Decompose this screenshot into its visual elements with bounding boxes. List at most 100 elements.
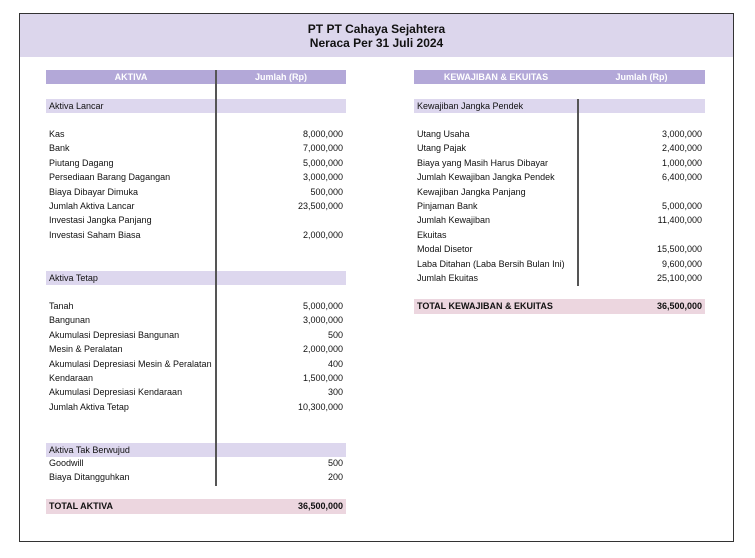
- item-label: Biaya Dibayar Dimuka: [49, 186, 139, 197]
- total-label: TOTAL KEWAJIBAN & EKUITAS: [417, 301, 553, 311]
- line-item-row: Akumulasi Depresiasi Kendaraan 300: [46, 385, 346, 399]
- section-title: Aktiva Lancar: [49, 101, 104, 111]
- item-label: Kewajiban Jangka Panjang: [417, 186, 526, 197]
- section-title: Aktiva Tetap: [49, 273, 98, 283]
- item-value: 5,000,000: [661, 201, 702, 211]
- item-label: Akumulasi Depresiasi Mesin & Peralatan: [49, 358, 212, 369]
- aktiva-column-divider: [215, 70, 217, 486]
- item-label: Investasi Saham Biasa: [49, 229, 141, 240]
- item-label: Jumlah Aktiva Lancar: [49, 201, 135, 211]
- item-value: 1,000,000: [661, 157, 702, 168]
- line-item-row: Bangunan 3,000,000: [46, 313, 346, 327]
- report-header: PT PT Cahaya Sejahtera Neraca Per 31 Jul…: [20, 14, 733, 57]
- line-item-row: Kas 8,000,000: [46, 127, 346, 141]
- item-label: Akumulasi Depresiasi Bangunan: [49, 329, 180, 340]
- item-value: 2,000,000: [302, 229, 343, 240]
- item-value: 3,000,000: [302, 172, 343, 183]
- item-label: Utang Pajak: [417, 143, 467, 154]
- balance-sheet-frame: PT PT Cahaya Sejahtera Neraca Per 31 Jul…: [19, 13, 734, 542]
- item-label: Persediaan Barang Dagangan: [49, 172, 171, 183]
- item-value: 3,000,000: [661, 129, 702, 139]
- line-item-row: Investasi Saham Biasa 2,000,000: [46, 228, 346, 242]
- company-name: PT PT Cahaya Sejahtera: [307, 22, 446, 36]
- item-label: Bank: [49, 143, 70, 154]
- line-item-row: Biaya yang Masih Harus Dibayar 1,000,000: [414, 156, 705, 170]
- item-label: Utang Usaha: [417, 129, 470, 139]
- jumlah-col-header: Jumlah (Rp): [254, 72, 307, 82]
- item-value: 500,000: [310, 186, 343, 197]
- item-value: 7,000,000: [302, 143, 343, 154]
- item-value: 3,000,000: [302, 315, 343, 326]
- item-label: Bangunan: [49, 315, 91, 326]
- item-value: 500: [327, 329, 343, 340]
- section-aktiva-tak-berwujud: Aktiva Tak Berwujud: [46, 443, 346, 458]
- line-item-row: Investasi Jangka Panjang: [46, 213, 346, 227]
- total-label: TOTAL AKTIVA: [49, 501, 113, 511]
- item-label: Jumlah Ekuitas: [417, 273, 479, 283]
- item-label: Ekuitas: [417, 229, 447, 240]
- line-item-row: Biaya Dibayar Dimuka 500,000: [46, 185, 346, 199]
- jumlah-col-header: Jumlah (Rp): [615, 72, 668, 82]
- kewajiban-header-row: KEWAJIBAN & EKUITAS Jumlah (Rp): [414, 70, 705, 85]
- total-value: 36,500,000: [297, 501, 343, 511]
- total-kewajiban-ekuitas-row: TOTAL KEWAJIBAN & EKUITAS 36,500,000: [414, 299, 705, 314]
- line-item-row: Utang Usaha 3,000,000: [414, 127, 705, 141]
- item-label: Laba Ditahan (Laba Bersih Bulan Ini): [417, 258, 565, 269]
- line-item-row: Akumulasi Depresiasi Mesin & Peralatan 40…: [46, 357, 346, 371]
- item-value: 5,000,000: [302, 157, 343, 168]
- item-label: Modal Disetor: [417, 244, 473, 255]
- line-item-row: Modal Disetor 15,500,000: [414, 242, 705, 256]
- line-item-row: Biaya Ditangguhkan 200: [46, 470, 346, 484]
- aktiva-header-row: AKTIVA Jumlah (Rp): [46, 70, 346, 85]
- line-item-row: Laba Ditahan (Laba Bersih Bulan Ini) 9,60…: [414, 257, 705, 271]
- item-value: 2,000,000: [302, 344, 343, 355]
- line-item-row: Pinjaman Bank 5,000,000: [414, 199, 705, 213]
- item-value: 23,500,000: [297, 201, 343, 211]
- line-item-row: Piutang Dagang 5,000,000: [46, 156, 346, 170]
- item-label: Kas: [49, 129, 65, 139]
- line-item-row: Goodwill 500: [46, 456, 346, 470]
- item-value: 1,500,000: [302, 373, 343, 383]
- item-value: [343, 213, 346, 227]
- item-value: 9,600,000: [661, 258, 702, 269]
- item-value: [702, 185, 705, 199]
- item-value: 11,400,000: [657, 215, 702, 226]
- line-item-row: Kewajiban Jangka Panjang: [414, 185, 705, 199]
- total-value: 36,500,000: [656, 301, 702, 311]
- section-kewajiban-jangka-pendek: Kewajiban Jangka Pendek: [414, 99, 705, 114]
- line-item-row: Ekuitas: [414, 228, 705, 242]
- line-item-row: Akumulasi Depresiasi Bangunan 500: [46, 328, 346, 342]
- item-label: Jumlah Kewajiban Jangka Pendek: [417, 172, 555, 183]
- item-value: [702, 228, 705, 242]
- line-item-row: Jumlah Ekuitas 25,100,000: [414, 271, 705, 285]
- item-label: Jumlah Aktiva Tetap: [49, 401, 129, 412]
- item-label: Investasi Jangka Panjang: [49, 215, 152, 226]
- item-value: 500: [327, 458, 343, 468]
- item-label: Jumlah Kewajiban: [417, 215, 491, 226]
- item-value: 300: [327, 387, 343, 398]
- item-value: 2,400,000: [661, 143, 702, 154]
- item-value: 25,100,000: [656, 273, 702, 283]
- section-aktiva-tetap: Aktiva Tetap: [46, 271, 346, 286]
- item-value: 10,300,000: [297, 401, 343, 412]
- section-title: Aktiva Tak Berwujud: [49, 445, 130, 455]
- item-label: Biaya yang Masih Harus Dibayar: [417, 157, 549, 168]
- line-item-row: Jumlah Kewajiban 11,400,000: [414, 213, 705, 227]
- kewajiban-table: KEWAJIBAN & EKUITAS Jumlah (Rp) Kewajiba…: [414, 0, 705, 558]
- line-item-row: Persediaan Barang Dagangan 3,000,000: [46, 170, 346, 184]
- item-value: 400: [327, 358, 343, 369]
- item-label: Piutang Dagang: [49, 157, 114, 168]
- line-item-row: Jumlah Kewajiban Jangka Pendek 6,400,000: [414, 170, 705, 184]
- item-value: 15,500,000: [656, 244, 702, 255]
- item-label: Akumulasi Depresiasi Kendaraan: [49, 387, 183, 398]
- kewajiban-col-header: KEWAJIBAN & EKUITAS: [443, 72, 549, 82]
- kewajiban-column-divider: [577, 99, 579, 286]
- line-item-row: Mesin & Peralatan 2,000,000: [46, 342, 346, 356]
- item-label: Tanah: [49, 301, 74, 311]
- section-aktiva-lancar: Aktiva Lancar: [46, 99, 346, 114]
- line-item-row: Tanah 5,000,000: [46, 299, 346, 313]
- item-value: 6,400,000: [661, 172, 702, 183]
- item-label: Kendaraan: [49, 373, 94, 383]
- aktiva-col-header: AKTIVA: [114, 72, 148, 82]
- item-label: Pinjaman Bank: [417, 201, 478, 211]
